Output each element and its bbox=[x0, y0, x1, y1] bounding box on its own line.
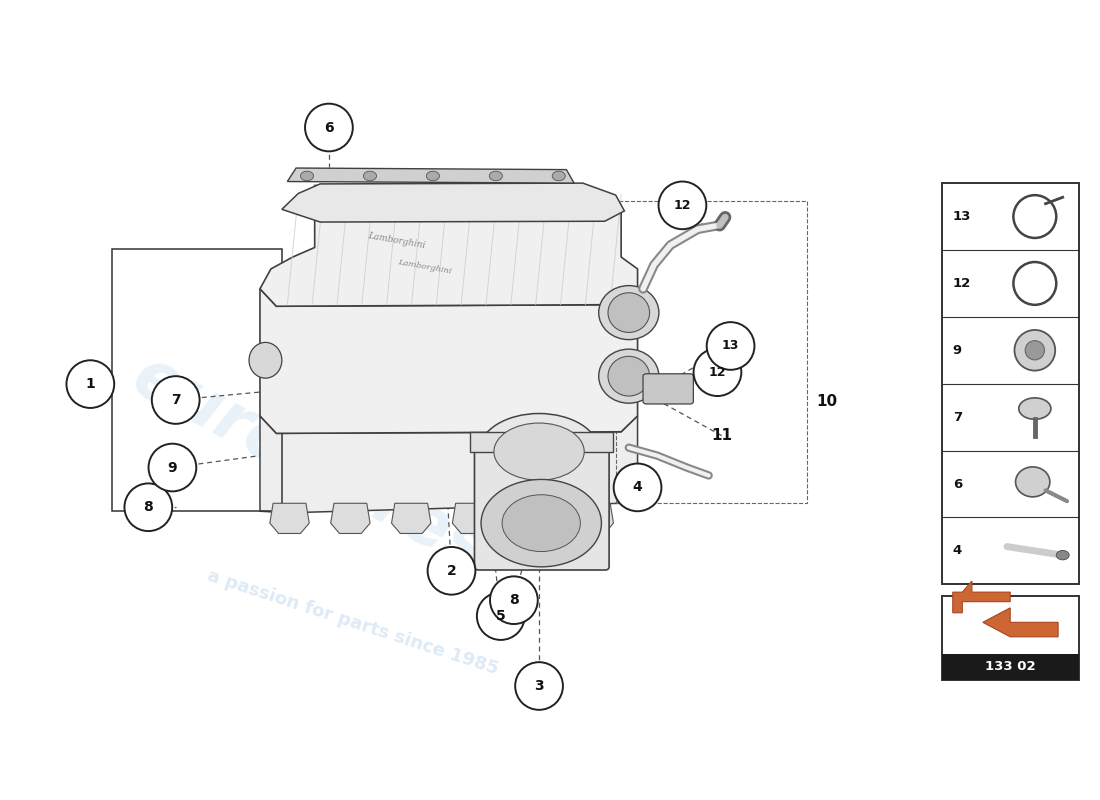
Text: 9: 9 bbox=[953, 344, 961, 357]
Circle shape bbox=[552, 171, 565, 181]
Text: 6: 6 bbox=[324, 121, 333, 134]
Text: 13: 13 bbox=[722, 339, 739, 353]
Polygon shape bbox=[331, 503, 370, 534]
Text: 12: 12 bbox=[953, 277, 971, 290]
Ellipse shape bbox=[249, 342, 282, 378]
Ellipse shape bbox=[490, 576, 538, 624]
Bar bbox=[942, 654, 1079, 680]
Text: 12: 12 bbox=[708, 366, 726, 378]
Text: 4: 4 bbox=[953, 544, 962, 558]
Circle shape bbox=[490, 171, 503, 181]
Polygon shape bbox=[953, 581, 1010, 613]
Text: 8: 8 bbox=[143, 500, 153, 514]
Circle shape bbox=[363, 171, 376, 181]
Ellipse shape bbox=[124, 483, 173, 531]
Ellipse shape bbox=[494, 423, 584, 480]
Circle shape bbox=[481, 479, 602, 567]
Text: 3: 3 bbox=[535, 679, 543, 693]
Circle shape bbox=[427, 171, 440, 181]
FancyBboxPatch shape bbox=[644, 374, 693, 404]
Text: 4: 4 bbox=[632, 480, 642, 494]
Text: 1: 1 bbox=[86, 377, 96, 391]
Polygon shape bbox=[287, 168, 574, 183]
Ellipse shape bbox=[1019, 398, 1050, 419]
Text: 2: 2 bbox=[447, 564, 456, 578]
Ellipse shape bbox=[515, 662, 563, 710]
Polygon shape bbox=[470, 432, 614, 452]
Ellipse shape bbox=[428, 547, 475, 594]
Polygon shape bbox=[260, 186, 638, 306]
Circle shape bbox=[502, 494, 581, 551]
Circle shape bbox=[1056, 550, 1069, 560]
Ellipse shape bbox=[148, 444, 196, 491]
Text: 7: 7 bbox=[170, 393, 180, 407]
Ellipse shape bbox=[608, 293, 650, 333]
Polygon shape bbox=[282, 183, 625, 222]
Ellipse shape bbox=[305, 104, 353, 151]
Bar bbox=[942, 596, 1079, 680]
Ellipse shape bbox=[66, 360, 114, 408]
Ellipse shape bbox=[478, 414, 600, 490]
Text: 7: 7 bbox=[953, 410, 961, 424]
Polygon shape bbox=[983, 608, 1058, 637]
Polygon shape bbox=[392, 503, 431, 534]
Circle shape bbox=[300, 171, 313, 181]
Ellipse shape bbox=[598, 349, 659, 403]
Ellipse shape bbox=[477, 592, 525, 640]
Text: 6: 6 bbox=[953, 478, 962, 490]
Text: 133 02: 133 02 bbox=[984, 661, 1035, 674]
Bar bbox=[616, 202, 807, 503]
Ellipse shape bbox=[152, 376, 199, 424]
Text: Lamborghini: Lamborghini bbox=[397, 258, 452, 275]
Text: a passion for parts since 1985: a passion for parts since 1985 bbox=[206, 566, 500, 678]
Polygon shape bbox=[514, 503, 552, 534]
Text: 5: 5 bbox=[496, 609, 506, 623]
Ellipse shape bbox=[1025, 341, 1045, 360]
Polygon shape bbox=[270, 503, 309, 534]
Ellipse shape bbox=[694, 348, 741, 396]
Text: 12: 12 bbox=[673, 199, 691, 212]
Text: 10: 10 bbox=[816, 394, 837, 409]
Polygon shape bbox=[260, 289, 638, 434]
Ellipse shape bbox=[608, 356, 650, 396]
Bar bbox=[112, 249, 282, 511]
FancyBboxPatch shape bbox=[474, 449, 609, 570]
Text: euroOares: euroOares bbox=[121, 342, 497, 584]
Ellipse shape bbox=[1015, 467, 1049, 497]
Polygon shape bbox=[574, 503, 614, 534]
Text: 9: 9 bbox=[167, 461, 177, 474]
Ellipse shape bbox=[659, 182, 706, 229]
Text: 13: 13 bbox=[953, 210, 971, 223]
Bar bbox=[942, 183, 1079, 584]
Ellipse shape bbox=[706, 322, 755, 370]
Ellipse shape bbox=[614, 463, 661, 511]
Polygon shape bbox=[260, 416, 638, 513]
Text: Lamborghini: Lamborghini bbox=[367, 232, 426, 250]
Ellipse shape bbox=[1014, 330, 1055, 370]
Text: 8: 8 bbox=[509, 594, 519, 607]
Text: 11: 11 bbox=[712, 428, 733, 443]
Ellipse shape bbox=[598, 286, 659, 340]
Polygon shape bbox=[452, 503, 492, 534]
